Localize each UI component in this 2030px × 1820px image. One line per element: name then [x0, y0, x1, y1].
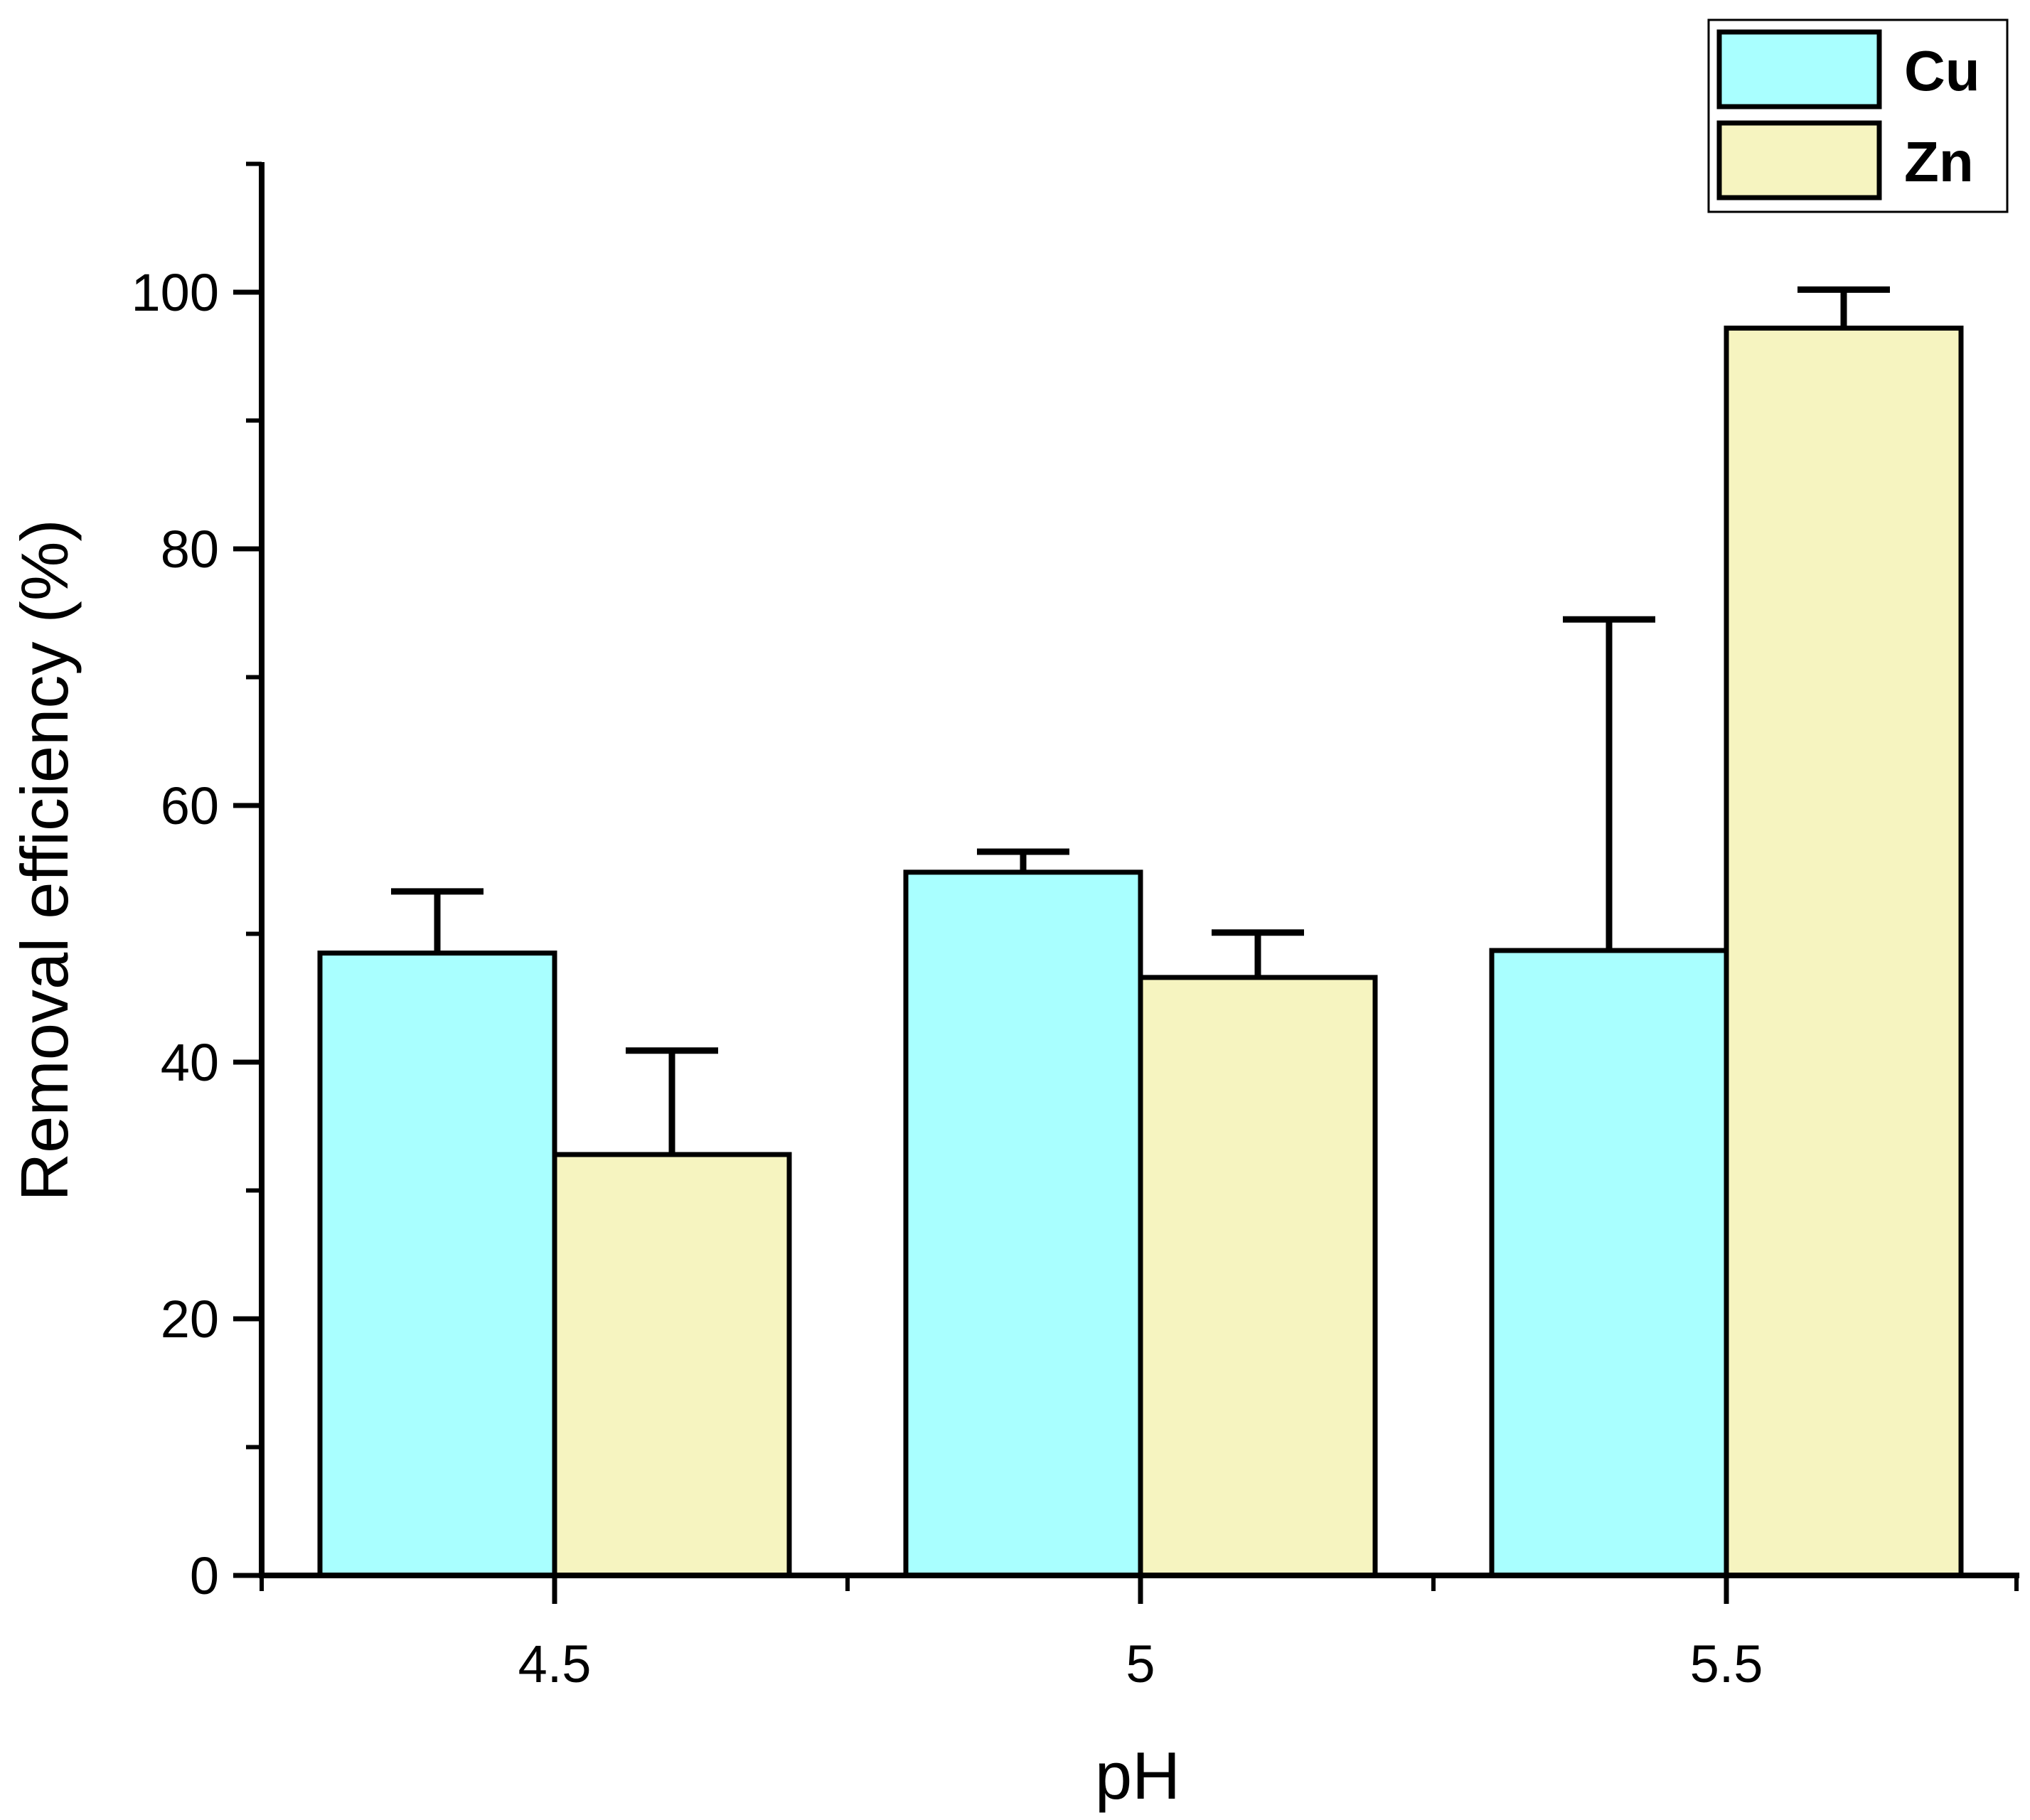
- bar-zn-4.5: [552, 1152, 792, 1578]
- y-tick-label-100: 100: [132, 263, 219, 322]
- bar-cu-5.5: [1489, 948, 1729, 1578]
- y-tick-label-40: 40: [161, 1033, 219, 1092]
- y-axis-title: Removal efficiency (%): [7, 519, 82, 1201]
- error-bars-layer: [391, 286, 1890, 1155]
- legend-swatch-cu: [1716, 29, 1882, 109]
- bars-layer: [317, 326, 1964, 1578]
- axes-layer: 0 20 40 60 80 100 4.5 5 5.5: [132, 161, 2019, 1693]
- x-tick-label-4.5: 4.5: [518, 1634, 592, 1693]
- y-tick-label-60: 60: [161, 776, 219, 835]
- legend-label-zn: Zn: [1904, 130, 1974, 193]
- legend-label-cu: Cu: [1904, 39, 1980, 102]
- bar-cu-4.5: [317, 951, 557, 1578]
- x-tick-label-5.5: 5.5: [1690, 1634, 1763, 1693]
- x-axis-title: pH: [1095, 1738, 1180, 1813]
- legend: Cu Zn: [1707, 18, 2009, 213]
- legend-swatch-zn: [1716, 120, 1882, 200]
- y-tick-label-80: 80: [161, 520, 219, 579]
- y-tick-label-0: 0: [190, 1546, 219, 1605]
- bar-zn-5.5: [1724, 326, 1964, 1578]
- bar-cu-5: [903, 869, 1143, 1578]
- x-tick-label-5: 5: [1126, 1634, 1155, 1693]
- bar-zn-5: [1138, 975, 1378, 1578]
- y-tick-label-20: 20: [161, 1290, 219, 1349]
